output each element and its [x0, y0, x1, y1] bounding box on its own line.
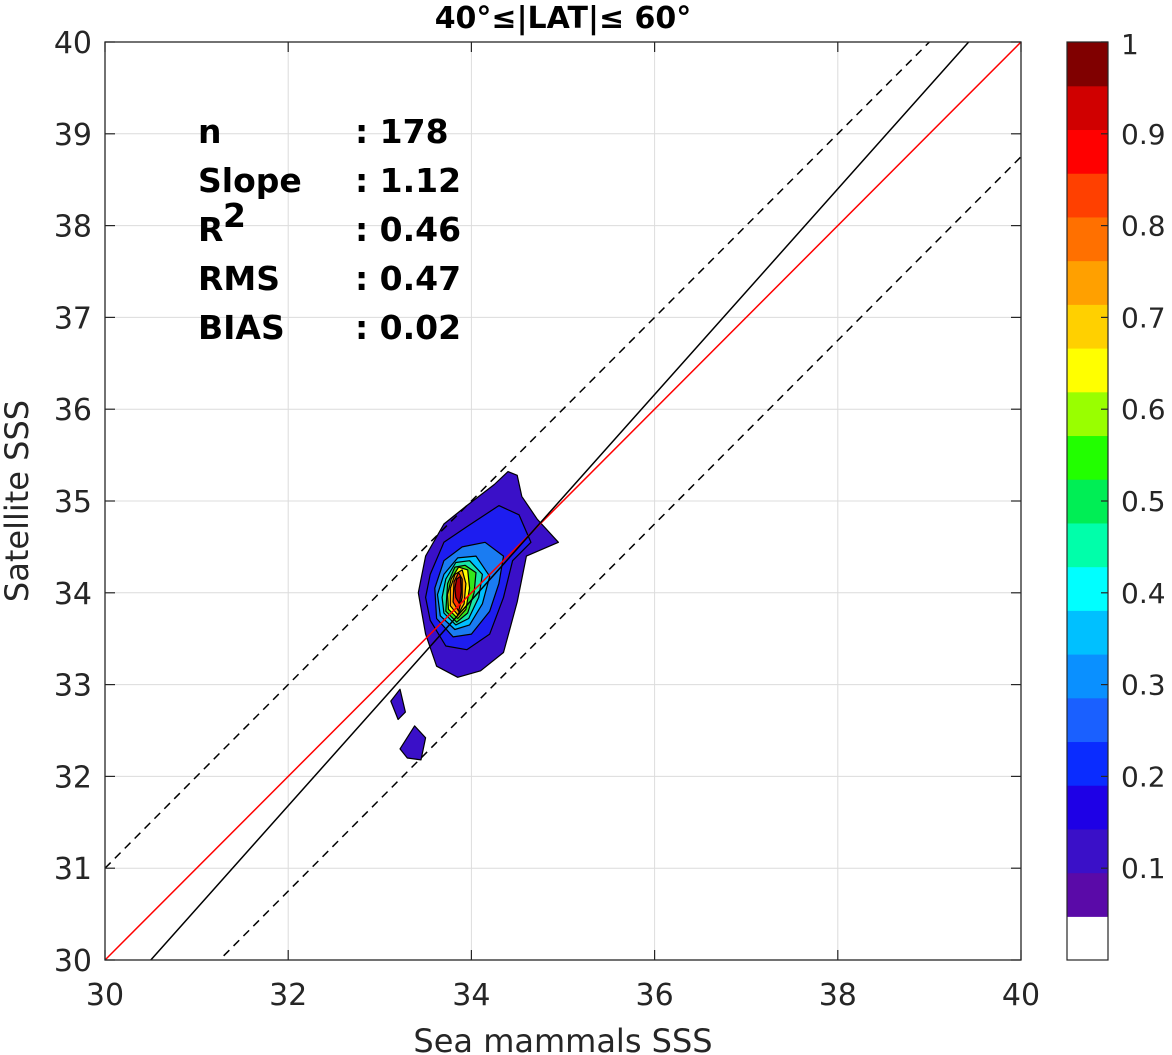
stat-label: BIAS [198, 308, 285, 347]
colorbar-segment-18 [1067, 129, 1108, 174]
stat-value: : 0.46 [355, 210, 461, 249]
y-tick-label: 38 [54, 210, 92, 245]
stat-value: : 0.47 [355, 259, 461, 298]
colorbar-segment-8 [1067, 566, 1108, 611]
colorbar-tick-label: 0.2 [1121, 760, 1166, 793]
y-tick-label: 39 [54, 118, 92, 153]
upper-bound-line [105, 42, 931, 869]
stat-label-sup: 2 [223, 196, 246, 235]
chart-title: 40°≤|LAT|≤ 60° [435, 1, 692, 36]
colorbar-tick-label: 1 [1121, 28, 1139, 61]
colorbar-segment-5 [1067, 697, 1108, 743]
stat-value: : 1.12 [355, 161, 461, 200]
colorbar-segment-4 [1067, 741, 1108, 786]
y-tick-label: 40 [54, 26, 92, 61]
colorbar-segment-16 [1067, 216, 1108, 262]
y-tick-label: 31 [54, 852, 92, 887]
colorbar-tick-label: 0.5 [1121, 485, 1166, 518]
contour-island-0 [390, 688, 406, 721]
y-tick-label: 32 [54, 760, 92, 795]
reference-lines [105, 42, 1021, 960]
colorbar-tick-label: 0.4 [1121, 577, 1166, 610]
colorbar-segment-20 [1067, 42, 1108, 87]
stat-label: Slope [198, 161, 302, 200]
stat-label: n [198, 112, 222, 151]
stat-value: : 178 [355, 112, 449, 151]
colorbar-tick-label: 0.8 [1121, 210, 1166, 243]
colorbar-segment-11 [1067, 435, 1108, 480]
x-tick-label: 38 [819, 978, 857, 1013]
lower-bound-line [218, 156, 1021, 960]
colorbar-tick-label: 0.6 [1121, 393, 1166, 426]
colorbar-tick-label: 0.7 [1121, 301, 1166, 334]
colorbar-tick-label: 0.3 [1121, 669, 1166, 702]
colorbar-segment-1 [1067, 872, 1108, 917]
y-tick-label: 30 [54, 944, 92, 979]
y-tick-label: 34 [54, 577, 92, 612]
colorbar: 1 0.9 0.8 0.7 0.6 0.5 0.4 0.3 0.2 0.1 [1066, 28, 1166, 961]
colorbar-segment-12 [1067, 391, 1108, 437]
colorbar-segment-19 [1067, 85, 1108, 131]
regression-line [149, 42, 970, 960]
colorbar-segment-9 [1067, 522, 1108, 568]
contour-island-1 [399, 725, 427, 761]
x-tick-label: 30 [86, 978, 124, 1013]
stat-value: : 0.02 [355, 308, 461, 347]
y-tick-label: 37 [54, 301, 92, 336]
one-to-one-line [105, 42, 1021, 960]
y-tick-label: 35 [54, 485, 92, 520]
colorbar-segment-0 [1067, 916, 1108, 961]
axis-ticks: 30 32 34 36 38 40 30 31 32 33 34 35 36 37 38 39 40 [54, 26, 1040, 1013]
colorbar-tick-label: 0.9 [1121, 118, 1166, 151]
colorbar-segment-7 [1067, 610, 1108, 655]
x-axis-label: Sea mammals SSS [413, 1022, 712, 1055]
stat-label: R [198, 210, 223, 249]
colorbar-segment-3 [1067, 785, 1108, 830]
colorbar-segment-14 [1067, 304, 1108, 349]
colorbar-segment-17 [1067, 173, 1108, 218]
y-tick-label: 36 [54, 393, 92, 428]
x-tick-label: 32 [269, 978, 307, 1013]
y-tick-label: 33 [54, 669, 92, 704]
colorbar-segment-2 [1067, 828, 1108, 874]
colorbar-segment-6 [1067, 654, 1108, 699]
colorbar-segment-15 [1067, 260, 1108, 305]
stat-label: RMS [198, 259, 280, 298]
x-tick-label: 36 [636, 978, 674, 1013]
y-axis-label: Satellite SSS [0, 400, 36, 602]
stats-box: n : 178 Slope : 1.12 R 2 : 0.46 RMS : 0.47 BIAS : … [198, 112, 461, 347]
x-tick-label: 34 [452, 978, 490, 1013]
colorbar-segment-13 [1067, 348, 1108, 393]
x-tick-label: 40 [1002, 978, 1040, 1013]
colorbar-tick-label: 0.1 [1121, 852, 1166, 885]
